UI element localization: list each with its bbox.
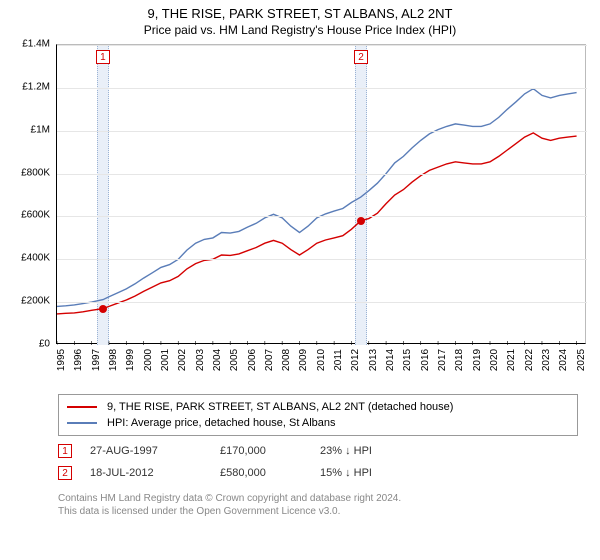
gridline (57, 45, 587, 46)
sale-date: 18-JUL-2012 (90, 467, 220, 479)
x-tick-label: 2008 (281, 349, 292, 371)
series-hpi (57, 89, 577, 307)
x-tick-label: 2025 (576, 349, 587, 371)
y-tick-label: £400K (4, 253, 50, 264)
y-tick-label: £800K (4, 167, 50, 178)
x-tick-label: 2002 (177, 349, 188, 371)
x-tick-label: 2023 (541, 349, 552, 371)
sale-number-box: 2 (58, 466, 72, 480)
legend-label: HPI: Average price, detached house, St A… (107, 417, 336, 429)
x-tick-label: 2009 (298, 349, 309, 371)
y-tick-label: £1.4M (4, 39, 50, 50)
y-tick-label: £0 (4, 339, 50, 350)
x-tick-label: 1997 (91, 349, 102, 371)
x-tick-label: 2001 (160, 349, 171, 371)
legend-swatch (67, 422, 97, 424)
y-axis: £0£200K£400K£600K£800K£1M£1.2M£1.4M (8, 44, 54, 344)
y-tick-label: £600K (4, 210, 50, 221)
title-area: 9, THE RISE, PARK STREET, ST ALBANS, AL2… (0, 0, 600, 37)
sale-price: £170,000 (220, 445, 320, 457)
y-tick-label: £200K (4, 296, 50, 307)
gridline (57, 259, 587, 260)
x-tick-label: 2017 (437, 349, 448, 371)
title-sub: Price paid vs. HM Land Registry's House … (0, 23, 600, 37)
sale-band-number: 2 (354, 50, 368, 64)
x-tick-label: 2024 (558, 349, 569, 371)
sale-marker-dot (99, 305, 107, 313)
legend-swatch (67, 406, 97, 408)
x-tick-label: 2020 (489, 349, 500, 371)
x-tick-label: 1998 (108, 349, 119, 371)
gridline (57, 216, 587, 217)
sales-table: 1 27-AUG-1997£170,00023% ↓ HPI 2 18-JUL-201… (58, 440, 420, 484)
x-tick-label: 2011 (333, 349, 344, 371)
x-tick-label: 1995 (56, 349, 67, 371)
x-tick-label: 2006 (247, 349, 258, 371)
x-tick-label: 2021 (506, 349, 517, 371)
x-tick-label: 2019 (472, 349, 483, 371)
line-series-svg (57, 45, 587, 345)
x-tick-label: 2004 (212, 349, 223, 371)
x-tick-label: 2012 (350, 349, 361, 371)
series-price_paid (57, 133, 577, 314)
x-tick-label: 1996 (73, 349, 84, 371)
sale-row: 1 27-AUG-1997£170,00023% ↓ HPI (58, 440, 420, 462)
x-axis: 1995 1996 1997 1998 1999 2000 2001 2002 2003 2004… (56, 346, 586, 382)
sale-marker-dot (357, 217, 365, 225)
x-tick-label: 2010 (316, 349, 327, 371)
sale-date: 27-AUG-1997 (90, 445, 220, 457)
sale-price: £580,000 (220, 467, 320, 479)
chart-wrap: £0£200K£400K£600K£800K£1M£1.2M£1.4M 12 1… (8, 44, 592, 384)
footer-line2: This data is licensed under the Open Gov… (58, 505, 401, 518)
x-tick-label: 2003 (195, 349, 206, 371)
sale-diff: 15% ↓ HPI (320, 467, 420, 479)
x-tick-label: 2016 (420, 349, 431, 371)
x-tick-label: 2018 (454, 349, 465, 371)
plot-area: 12 (56, 44, 586, 344)
chart-container: 9, THE RISE, PARK STREET, ST ALBANS, AL2… (0, 0, 600, 560)
sale-row: 2 18-JUL-2012£580,00015% ↓ HPI (58, 462, 420, 484)
gridline (57, 302, 587, 303)
x-tick-label: 2007 (264, 349, 275, 371)
legend-row: 9, THE RISE, PARK STREET, ST ALBANS, AL2… (67, 399, 569, 415)
x-tick-label: 2005 (229, 349, 240, 371)
x-tick-label: 2000 (143, 349, 154, 371)
footer-attribution: Contains HM Land Registry data © Crown c… (58, 492, 401, 518)
x-tick-label: 2022 (524, 349, 535, 371)
gridline (57, 88, 587, 89)
title-main: 9, THE RISE, PARK STREET, ST ALBANS, AL2… (0, 6, 600, 21)
legend-row: HPI: Average price, detached house, St A… (67, 415, 569, 431)
y-tick-label: £1.2M (4, 81, 50, 92)
footer-line1: Contains HM Land Registry data © Crown c… (58, 492, 401, 505)
x-tick-label: 2013 (368, 349, 379, 371)
legend: 9, THE RISE, PARK STREET, ST ALBANS, AL2… (58, 394, 578, 436)
x-tick-label: 2015 (402, 349, 413, 371)
y-tick-label: £1M (4, 124, 50, 135)
sale-number-box: 1 (58, 444, 72, 458)
x-tick-label: 2014 (385, 349, 396, 371)
sale-band-number: 1 (96, 50, 110, 64)
legend-label: 9, THE RISE, PARK STREET, ST ALBANS, AL2… (107, 401, 453, 413)
gridline (57, 131, 587, 132)
gridline (57, 174, 587, 175)
sale-diff: 23% ↓ HPI (320, 445, 420, 457)
x-tick-label: 1999 (125, 349, 136, 371)
